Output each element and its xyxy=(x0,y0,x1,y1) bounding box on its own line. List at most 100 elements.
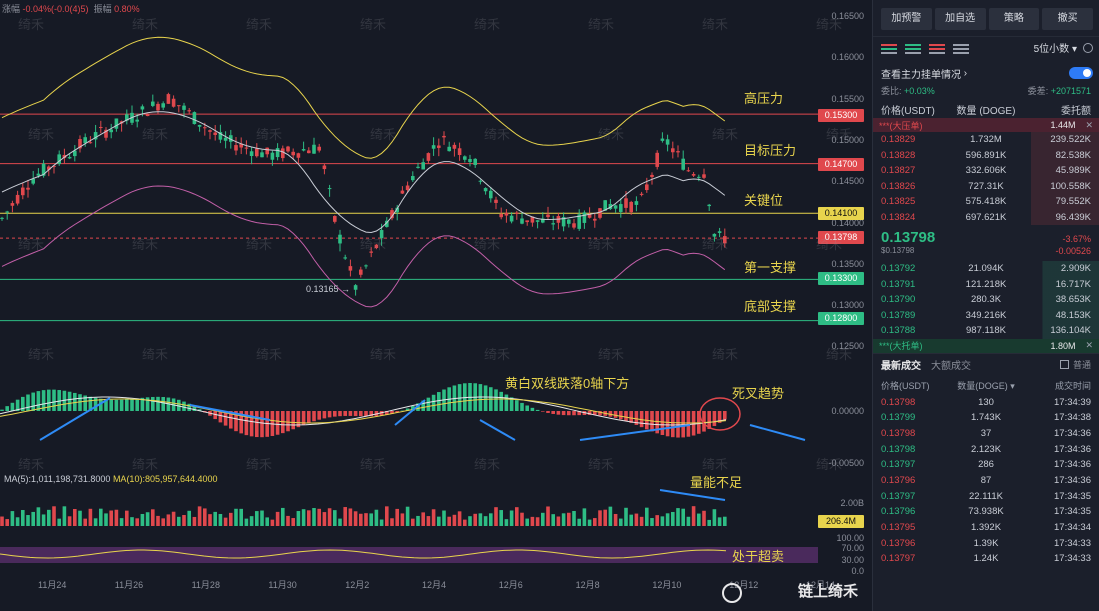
close-icon[interactable]: ✕ xyxy=(1085,119,1093,130)
volume-bar xyxy=(275,511,280,526)
candle-body xyxy=(593,218,597,221)
candle-body xyxy=(613,205,618,209)
volume-bar xyxy=(10,511,15,526)
tab-large-trades[interactable]: 大额成交 xyxy=(931,360,971,372)
orderbook-row[interactable]: 0.13828 596.891K 82.538K xyxy=(873,147,1099,163)
candle-body xyxy=(83,137,87,144)
add-alert-button[interactable]: 加预警 xyxy=(881,8,932,30)
book-both-icon[interactable] xyxy=(881,42,897,54)
volume-bar xyxy=(639,516,644,526)
cell-p: 0.13797 xyxy=(881,490,916,502)
volume-bar xyxy=(343,507,347,526)
candle-body xyxy=(483,188,488,192)
price-axis-label: 0.14000 xyxy=(831,217,864,228)
orderbook-row[interactable]: 0.13790 280.3K 38.653K xyxy=(873,292,1099,308)
orderbook-row[interactable]: 0.13826 727.31K 100.558K xyxy=(873,178,1099,194)
macd-bar xyxy=(681,411,685,438)
time-axis-label: 11月24 xyxy=(38,580,67,590)
macd-bar xyxy=(93,397,98,411)
candle-body xyxy=(270,152,275,160)
decimals-select[interactable]: 5位小数 ▾ xyxy=(1033,44,1077,55)
candle-body xyxy=(691,174,696,176)
macd-bar xyxy=(686,411,691,437)
candle-body xyxy=(468,159,472,163)
candle-body xyxy=(62,154,67,158)
book-depth-icon[interactable] xyxy=(953,42,969,54)
macd-bar xyxy=(197,409,202,411)
candle-body xyxy=(260,152,264,158)
macd-bar xyxy=(151,396,155,411)
normal-checkbox[interactable] xyxy=(1059,359,1069,369)
settings-icon[interactable] xyxy=(1083,42,1093,53)
macd-bar xyxy=(343,411,347,416)
candle-body xyxy=(463,156,467,160)
trend-arrow xyxy=(749,424,806,441)
orderbook-row[interactable]: 0.13824 697.621K 96.439K xyxy=(873,209,1099,225)
price-axis-label: 0.13000 xyxy=(831,300,864,311)
trade-row: 0.13796 87 17:34:36 xyxy=(873,473,1099,489)
candle-body xyxy=(572,223,576,228)
candle-body xyxy=(343,257,347,259)
candle-body xyxy=(379,230,384,239)
orderbook-row[interactable]: 0.13827 332.606K 45.989K xyxy=(873,163,1099,179)
candle-body xyxy=(73,150,77,157)
price-axis-label: 0.16500 xyxy=(831,11,864,21)
volume-bar xyxy=(192,516,197,526)
trade-list: 0.13798 130 17:34:39 0.13799 1.743K 17:34:38 0… xyxy=(873,395,1099,568)
candle-body xyxy=(93,132,98,140)
ma-legend: MA(5):1,011,198,731.8000 MA(10):805,957,… xyxy=(4,474,218,484)
orderbook-row[interactable]: 0.13791 121.218K 16.717K xyxy=(873,276,1099,292)
volume-bar xyxy=(551,514,555,526)
cell-p: 0.13829 xyxy=(881,134,916,145)
orderbook-row[interactable]: 0.13788 987.118K 136.104K xyxy=(873,323,1099,339)
macd-bar xyxy=(530,407,535,411)
candle-body xyxy=(702,174,706,178)
tab-latest-trades[interactable]: 最新成交 xyxy=(881,360,921,372)
strategy-button[interactable]: 策略 xyxy=(988,8,1040,30)
macd-bar xyxy=(421,400,425,411)
candle-body xyxy=(291,151,295,156)
candle-body xyxy=(723,236,727,244)
macd-bar xyxy=(671,411,675,438)
trend-arrow xyxy=(394,399,426,426)
cell-t: 239.522K xyxy=(1050,134,1091,145)
orderbook-row[interactable]: 0.13829 1.732M 239.522K xyxy=(873,132,1099,148)
orderbook-row[interactable]: 0.13792 21.094K 2.909K xyxy=(873,261,1099,277)
macd-bar xyxy=(67,391,72,411)
volume-bar xyxy=(41,514,46,526)
volume-bar xyxy=(473,513,477,526)
cancel-buy-button[interactable]: 撤买 xyxy=(1042,8,1093,30)
candle-body xyxy=(78,139,82,149)
orderbook-row[interactable]: 0.13825 575.418K 79.552K xyxy=(873,194,1099,210)
volume-bar xyxy=(613,513,618,526)
candle-body xyxy=(598,208,602,218)
candle-body xyxy=(359,269,363,275)
last-price: 0.13798 $0.13798 -3.67% -0.00526 xyxy=(881,229,1091,256)
orderbook-row[interactable]: 0.13789 349.216K 48.153K xyxy=(873,307,1099,323)
volume-bar xyxy=(478,513,483,526)
macd-bar xyxy=(572,411,576,416)
book-asks-icon[interactable] xyxy=(929,42,945,54)
volume-bar xyxy=(208,514,212,526)
chart-canvas[interactable] xyxy=(0,0,872,611)
trend-arrow xyxy=(39,397,111,441)
macd-bar xyxy=(416,403,420,411)
kline-chart[interactable]: 涨幅 -0.04%(-0.0(4)5) 振幅 0.80% 0.16500 0.16… xyxy=(0,0,872,611)
volume-bar xyxy=(390,518,394,526)
add-watchlist-button[interactable]: 加自选 xyxy=(934,8,986,30)
main-orders-toggle[interactable] xyxy=(1069,67,1093,79)
macd-bar xyxy=(213,411,217,420)
candle-body xyxy=(223,137,228,141)
trade-row: 0.13797 22.111K 17:34:35 xyxy=(873,489,1099,505)
price-tag: 0.13300 xyxy=(818,272,864,285)
macd-bar xyxy=(525,405,529,411)
volume-bar xyxy=(723,516,727,526)
big-ask-row[interactable]: ***(大压单) 1.44M ✕ xyxy=(873,118,1099,132)
big-bid-row[interactable]: ***(大托单) 1.80M ✕ xyxy=(873,338,1099,353)
cell-t: 136.104K xyxy=(1050,325,1091,336)
close-icon[interactable]: ✕ xyxy=(1085,340,1093,350)
candle-body xyxy=(707,204,711,207)
candle-body xyxy=(197,124,202,127)
macd-bar xyxy=(255,411,259,438)
book-bids-icon[interactable] xyxy=(905,42,921,54)
